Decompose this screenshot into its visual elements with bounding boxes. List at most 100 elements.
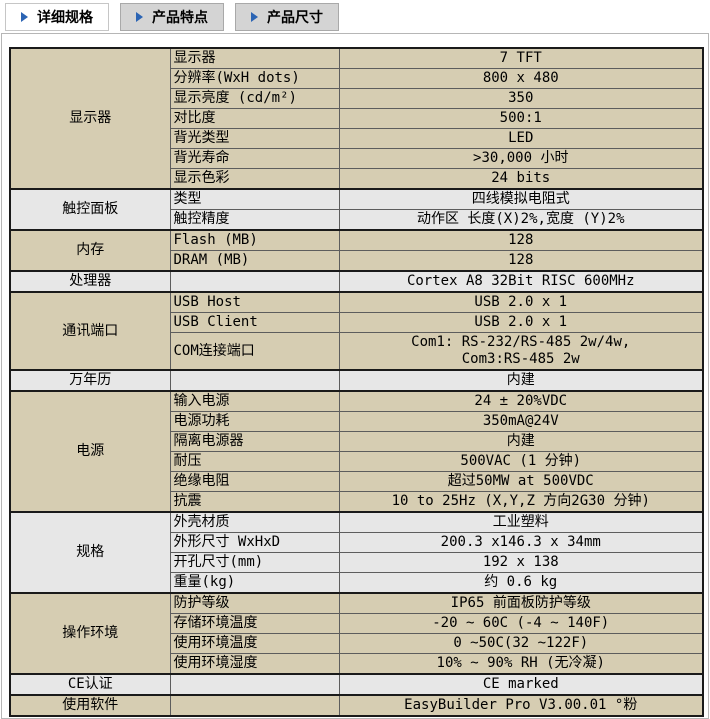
spec-row: 使用软件 EasyBuilder Pro V3.00.01 °粉 <box>9 694 704 717</box>
param-cell: Flash (MB) <box>169 229 340 251</box>
tab-label: 产品特点 <box>152 10 208 26</box>
category-cell: 电源 <box>9 390 171 513</box>
param-cell: 背光类型 <box>169 128 340 149</box>
spec-row: DRAM (MB) 128 <box>10 250 704 272</box>
tab-detailed-specs[interactable]: 详细规格 <box>5 3 109 31</box>
spec-row: 存储环境温度 -20 ~ 60C (-4 ~ 140F) <box>10 613 704 634</box>
param-cell: 触控精度 <box>169 209 340 231</box>
spec-row: 电源功耗 350mA@24V <box>10 411 704 432</box>
spec-row: 对比度 500:1 <box>10 108 704 129</box>
spec-row: CE认证 CE marked <box>9 673 704 696</box>
spec-row: 显示器 显示器 7 TFT <box>9 47 704 190</box>
spec-row: 绝缘电阻 超过50MW at 500VDC <box>10 471 704 492</box>
tab-product-features[interactable]: 产品特点 <box>120 3 224 31</box>
spec-row: 处理器 Cortex A8 32Bit RISC 600MHz <box>9 270 704 293</box>
param-cell: 显示色彩 <box>169 168 340 190</box>
value-cell: USB 2.0 x 1 <box>338 291 704 313</box>
param-cell: 外形尺寸 WxHxD <box>169 532 340 553</box>
tab-arrow-icon <box>251 12 258 22</box>
value-cell: -20 ~ 60C (-4 ~ 140F) <box>338 613 704 634</box>
param-cell: 背光寿命 <box>169 148 340 169</box>
value-cell: 10% ~ 90% RH (无冷凝) <box>338 653 704 675</box>
category-cell: 规格 <box>9 511 171 594</box>
tab-bar: 详细规格 产品特点 产品尺寸 <box>0 0 710 31</box>
param-cell: 电源功耗 <box>169 411 340 432</box>
category-cell: 操作环境 <box>9 592 171 675</box>
spec-row: USB Client USB 2.0 x 1 <box>10 312 704 333</box>
value-cell: USB 2.0 x 1 <box>338 312 704 333</box>
value-cell: 四线模拟电阻式 <box>338 188 704 210</box>
param-cell <box>169 270 340 293</box>
spec-row: 通讯端口 USB Host USB 2.0 x 1 <box>9 291 704 371</box>
tab-arrow-icon <box>21 12 28 22</box>
spec-row: 使用环境温度 0 ~50C(32 ~122F) <box>10 633 704 654</box>
value-cell: 800 x 480 <box>338 68 704 89</box>
value-cell: Com1: RS-232/RS-485 2w/4w, Com3:RS-485 2… <box>338 332 704 371</box>
spec-row: 触控面板 类型 四线模拟电阻式 <box>9 188 704 231</box>
value-cell: LED <box>338 128 704 149</box>
param-cell: 存储环境温度 <box>169 613 340 634</box>
spec-row: 抗震 10 to 25Hz (X,Y,Z 方向2G30 分钟) <box>10 491 704 513</box>
value-cell: 0 ~50C(32 ~122F) <box>338 633 704 654</box>
value-cell: 128 <box>338 250 704 272</box>
param-cell <box>169 673 340 696</box>
value-cell: 10 to 25Hz (X,Y,Z 方向2G30 分钟) <box>338 491 704 513</box>
value-cell: 500VAC (1 分钟) <box>338 451 704 472</box>
param-cell: 使用环境湿度 <box>169 653 340 675</box>
spec-row: 开孔尺寸(mm) 192 x 138 <box>10 552 704 573</box>
param-cell: COM连接端口 <box>169 332 340 371</box>
param-cell: USB Host <box>169 291 340 313</box>
spec-row: 背光寿命 >30,000 小时 <box>10 148 704 169</box>
value-cell: CE marked <box>338 673 704 696</box>
param-cell: 外壳材质 <box>169 511 340 533</box>
param-cell: 分辨率(WxH dots) <box>169 68 340 89</box>
category-cell: CE认证 <box>9 673 171 696</box>
value-cell: 192 x 138 <box>338 552 704 573</box>
category-cell: 触控面板 <box>9 188 171 231</box>
param-cell: 对比度 <box>169 108 340 129</box>
param-cell: 抗震 <box>169 491 340 513</box>
category-cell: 显示器 <box>9 47 171 190</box>
spec-row: 规格 外壳材质 工业塑料 <box>9 511 704 594</box>
spec-row: 隔离电源器 内建 <box>10 431 704 452</box>
value-cell: 7 TFT <box>338 47 704 69</box>
value-cell: 350 <box>338 88 704 109</box>
value-cell: 超过50MW at 500VDC <box>338 471 704 492</box>
spec-table: 显示器 显示器 7 TFT 分辨率(WxH dots) 800 x 480 显示亮度 (c… <box>9 47 704 717</box>
value-cell: 动作区 长度(X)2%,宽度 (Y)2% <box>338 209 704 231</box>
value-cell: 24 bits <box>338 168 704 190</box>
spec-row: 触控精度 动作区 长度(X)2%,宽度 (Y)2% <box>10 209 704 231</box>
param-cell: USB Client <box>169 312 340 333</box>
category-cell: 通讯端口 <box>9 291 171 371</box>
value-cell: 内建 <box>338 431 704 452</box>
param-cell: 防护等级 <box>169 592 340 614</box>
value-cell: 200.3 x146.3 x 34mm <box>338 532 704 553</box>
param-cell <box>169 694 340 717</box>
spec-row: 显示亮度 (cd/m²) 350 <box>10 88 704 109</box>
spec-row: 重量(kg) 约 0.6 kg <box>10 572 704 594</box>
spec-row: 背光类型 LED <box>10 128 704 149</box>
value-cell: EasyBuilder Pro V3.00.01 °粉 <box>338 694 704 717</box>
spec-row: 电源 输入电源 24 ± 20%VDC <box>9 390 704 513</box>
spec-row: 万年历 内建 <box>9 369 704 392</box>
param-cell: 开孔尺寸(mm) <box>169 552 340 573</box>
value-cell: IP65 前面板防护等级 <box>338 592 704 614</box>
content-panel: 显示器 显示器 7 TFT 分辨率(WxH dots) 800 x 480 显示亮度 (c… <box>1 33 709 719</box>
param-cell: 显示亮度 (cd/m²) <box>169 88 340 109</box>
param-cell: 使用环境温度 <box>169 633 340 654</box>
category-cell: 万年历 <box>9 369 171 392</box>
tab-product-dimensions[interactable]: 产品尺寸 <box>235 3 339 31</box>
spec-row: 显示色彩 24 bits <box>10 168 704 190</box>
spec-row: 操作环境 防护等级 IP65 前面板防护等级 <box>9 592 704 675</box>
spec-row: 分辨率(WxH dots) 800 x 480 <box>10 68 704 89</box>
param-cell: 输入电源 <box>169 390 340 412</box>
value-cell: Cortex A8 32Bit RISC 600MHz <box>338 270 704 293</box>
category-cell: 处理器 <box>9 270 171 293</box>
param-cell: 绝缘电阻 <box>169 471 340 492</box>
category-cell: 使用软件 <box>9 694 171 717</box>
param-cell: 显示器 <box>169 47 340 69</box>
value-cell: 24 ± 20%VDC <box>338 390 704 412</box>
value-cell: 工业塑料 <box>338 511 704 533</box>
param-cell: DRAM (MB) <box>169 250 340 272</box>
param-cell: 耐压 <box>169 451 340 472</box>
